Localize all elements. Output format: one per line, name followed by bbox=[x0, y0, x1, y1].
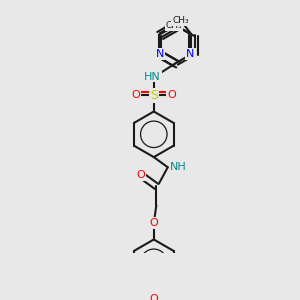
Text: NH: NH bbox=[170, 162, 187, 172]
Text: N: N bbox=[156, 49, 164, 59]
Text: O: O bbox=[167, 90, 176, 100]
Text: S: S bbox=[150, 88, 158, 101]
Text: O: O bbox=[132, 90, 140, 100]
Text: HN: HN bbox=[144, 71, 161, 82]
Text: CH₃: CH₃ bbox=[172, 16, 189, 26]
Text: CH₃: CH₃ bbox=[165, 22, 182, 31]
Text: O: O bbox=[149, 218, 158, 228]
Text: O: O bbox=[149, 294, 158, 300]
Text: N: N bbox=[186, 49, 195, 59]
Text: O: O bbox=[137, 170, 146, 180]
